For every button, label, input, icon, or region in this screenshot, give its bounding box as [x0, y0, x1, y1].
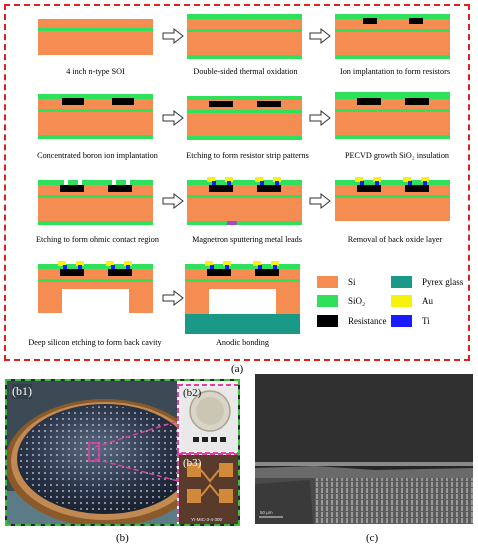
step-caption: Concentrated boron ion implantation [37, 151, 158, 160]
legend-au: Au [391, 295, 433, 307]
legend-si: Si [317, 276, 356, 288]
arrow-icon [162, 193, 184, 209]
step-caption: Etching to form ohmic contact region [35, 235, 159, 244]
step-caption: Deep silicon etching to form back cavity [28, 338, 162, 347]
step-boron-implant [38, 94, 158, 140]
step-sputtering [187, 174, 307, 226]
legend-ti: Ti [391, 315, 430, 327]
arrow-icon [309, 193, 331, 209]
arrow-icon [162, 28, 184, 44]
panel-a-label: (a) [231, 363, 244, 375]
step-caption: 4 inch n-type SOI [66, 67, 125, 76]
step-caption: Etching to form resistor strip patterns [186, 151, 309, 160]
chip-text: YI-MIC-3-4-300 [191, 517, 223, 522]
step-caption: Anodic bonding [216, 338, 269, 347]
step-oxidation [187, 14, 307, 60]
step-back-oxide-removal [335, 174, 455, 222]
step-pecvd [335, 92, 455, 142]
sem-cross-section [255, 374, 473, 524]
step-caption: Magnetron sputtering metal leads [192, 235, 302, 244]
step-ion-implant [335, 14, 455, 60]
legend-resistance: Resistance [317, 315, 387, 327]
wafer-photo [7, 381, 238, 524]
step-caption: Double-sided thermal oxidation [193, 67, 298, 76]
scale-bar-text: 50 μm [260, 510, 273, 515]
arrow-icon [309, 28, 331, 44]
panel-c-label: (c) [366, 532, 379, 544]
legend-pyrex: Pyrex glass [391, 276, 463, 288]
step-caption: Removal of back oxide layer [347, 235, 443, 244]
step-caption: Ion implantation to form resistors [339, 67, 451, 76]
step-soi [38, 19, 158, 59]
step-ohmic [38, 178, 158, 226]
panel-b-frame: (b1) (b2) (b3) YI-MIC-3-4-300 [5, 379, 240, 526]
arrow-icon [309, 110, 331, 126]
legend-sio2: SiO₂ [317, 295, 365, 307]
step-strip-etch [187, 96, 307, 142]
b1-label: (b1) [12, 384, 32, 399]
arrow-icon [162, 110, 184, 126]
arrow-icon [162, 290, 184, 306]
b2-label: (b2) [183, 387, 202, 399]
b3-label: (b3) [183, 457, 202, 469]
sem-image: 50 μm [255, 374, 473, 524]
panel-a-frame [4, 4, 470, 361]
step-anodic-bonding [185, 258, 305, 336]
step-caption: PECVD growth SiO₂ insulation [344, 151, 450, 160]
panel-b-label: (b) [116, 532, 129, 544]
step-deep-etch [38, 258, 158, 314]
